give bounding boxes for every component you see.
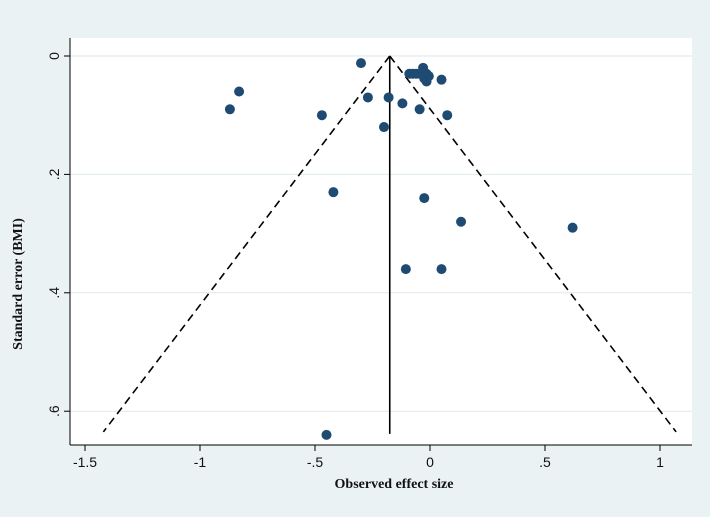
y-axis-title: Standard error (BMI)	[11, 218, 26, 350]
data-point-11	[234, 86, 245, 97]
funnel-right-line	[389, 55, 677, 433]
data-point-16	[224, 104, 235, 115]
data-point-0	[356, 58, 366, 69]
x-tick-label-5: 1	[656, 454, 664, 470]
data-point-20	[328, 187, 339, 198]
data-point-18	[442, 110, 453, 121]
plot-area	[70, 38, 692, 445]
data-point-12	[362, 92, 373, 103]
y-tick-label-2: .4	[46, 287, 62, 299]
x-tick-label-0: -1.5	[73, 454, 97, 470]
data-point-13	[383, 92, 394, 103]
data-point-14	[397, 98, 408, 109]
data-points	[224, 58, 578, 440]
data-point-9	[436, 74, 447, 85]
data-point-23	[567, 222, 578, 233]
data-point-19	[379, 122, 389, 133]
data-point-22	[456, 216, 467, 227]
x-axis-title: Observed effect size	[335, 477, 454, 492]
x-tick-label-2: -.5	[307, 454, 324, 470]
funnel-lines	[102, 55, 677, 434]
y-tick-label-0: 0	[46, 52, 62, 60]
data-point-17	[316, 110, 327, 121]
x-tick-label-1: -1	[194, 454, 207, 470]
data-point-21	[419, 193, 430, 204]
funnel-left-line	[102, 55, 391, 433]
y-tick-label-1: .2	[46, 168, 62, 180]
data-point-26	[321, 429, 332, 440]
y-tick-label-3: .6	[46, 405, 62, 417]
data-point-10	[421, 76, 432, 87]
axes: -1.5 -1 -.5 0 .5 1 0 .2 .4 .6	[46, 38, 692, 470]
x-tick-label-3: 0	[426, 454, 434, 470]
data-point-25	[436, 264, 447, 275]
data-point-24	[400, 264, 411, 275]
data-point-15	[414, 104, 425, 115]
x-tick-label-4: .5	[539, 454, 551, 470]
grid-lines	[70, 55, 692, 412]
